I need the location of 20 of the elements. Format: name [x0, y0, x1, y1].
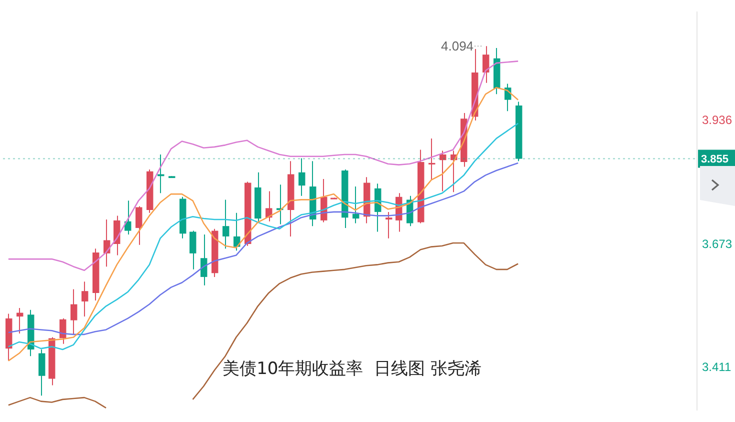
candlestick [298, 158, 306, 196]
y-tick-label: 3.673 [702, 236, 732, 251]
y-tick-label: 3.936 [702, 112, 732, 127]
candlestick [440, 150, 446, 192]
ref-line-label: 3.855 [701, 154, 729, 166]
candlestick [482, 46, 490, 84]
candlestick [222, 199, 230, 250]
candlestick [200, 234, 208, 286]
candlestick [82, 281, 88, 318]
candlestick [352, 186, 360, 224]
candlestick [386, 211, 392, 239]
candlestick [190, 230, 196, 270]
candlestick [38, 349, 46, 396]
annotation: 4.094 [441, 38, 474, 54]
candlestick [70, 288, 78, 335]
candlestick [16, 308, 24, 334]
candlestick [428, 138, 436, 180]
y-tick-label: 3.411 [702, 360, 732, 374]
text: 美债10年期收益率 日线图 张尧浠 [222, 359, 482, 380]
candlestick [136, 206, 142, 246]
